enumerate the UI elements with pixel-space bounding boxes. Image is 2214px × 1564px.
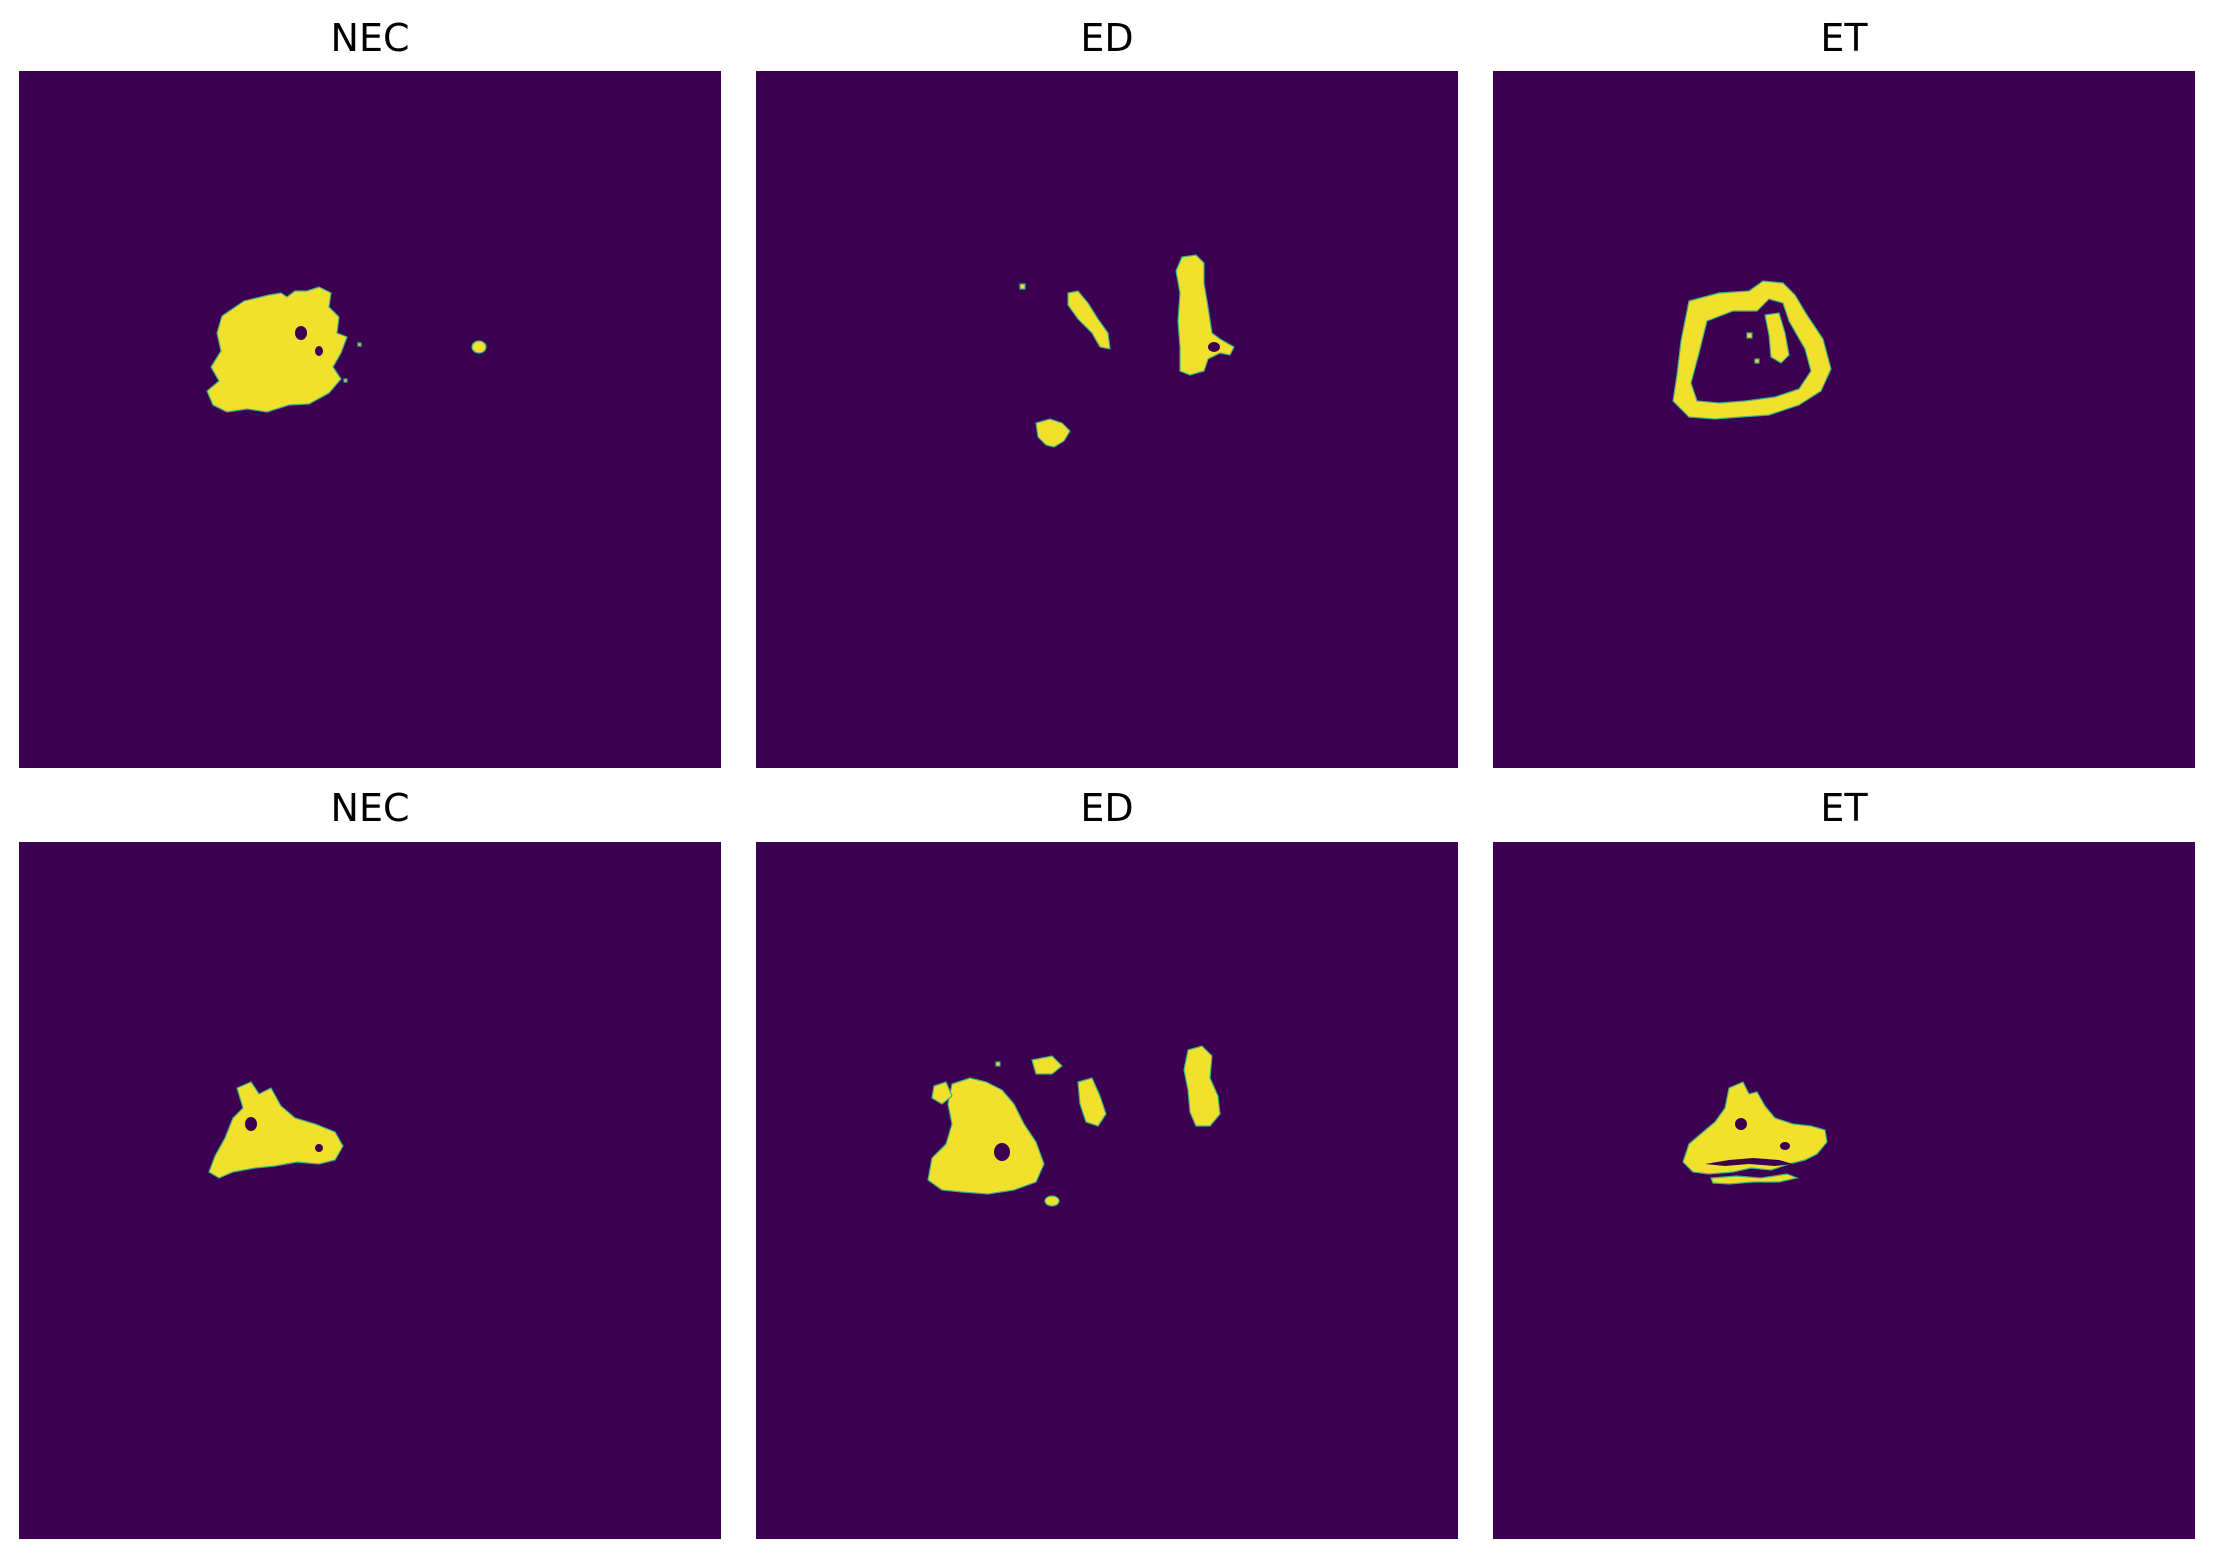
mask-panel-ed-bottom bbox=[756, 842, 1458, 1539]
mask-hole bbox=[1705, 1158, 1793, 1166]
panel-title-ed-bottom: ED bbox=[1080, 786, 1134, 830]
panel-title-et-top: ET bbox=[1820, 16, 1868, 60]
mask-region bbox=[208, 1081, 344, 1179]
mask-region bbox=[1754, 358, 1760, 364]
mask-panel-et-top bbox=[1493, 71, 2195, 768]
mask-region bbox=[343, 378, 348, 383]
mask-hole bbox=[1208, 342, 1220, 352]
mask-region bbox=[1067, 290, 1111, 350]
mask-hole bbox=[295, 326, 307, 340]
mask-region bbox=[1077, 1077, 1107, 1127]
mask-region bbox=[1035, 418, 1071, 448]
mask-region bbox=[1183, 1045, 1221, 1127]
mask-background bbox=[756, 71, 1458, 768]
mask-image-et-top bbox=[1493, 71, 2195, 768]
mask-panel-ed-top bbox=[756, 71, 1458, 768]
mask-panel-et-bottom bbox=[1493, 842, 2195, 1539]
mask-region bbox=[1682, 1081, 1828, 1175]
mask-region bbox=[471, 340, 487, 354]
mask-region bbox=[1764, 312, 1790, 364]
mask-background bbox=[756, 842, 1458, 1539]
mask-hole bbox=[1780, 1142, 1790, 1150]
mask-background bbox=[1493, 842, 2195, 1539]
mask-image-ed-top bbox=[756, 71, 1458, 768]
mask-background bbox=[1493, 71, 2195, 768]
mask-hole bbox=[1735, 1118, 1747, 1130]
mask-region bbox=[1175, 254, 1235, 376]
mask-region bbox=[995, 1061, 1001, 1067]
panel-title-nec-bottom: NEC bbox=[330, 786, 410, 830]
mask-region bbox=[1044, 1195, 1060, 1207]
mask-region bbox=[1031, 1055, 1063, 1075]
mask-region bbox=[931, 1081, 953, 1105]
mask-image-et-bottom bbox=[1493, 842, 2195, 1539]
mask-region bbox=[357, 342, 362, 347]
mask-region bbox=[206, 286, 348, 413]
mask-hole bbox=[315, 1144, 323, 1152]
mask-region bbox=[1019, 283, 1026, 290]
mask-hole bbox=[994, 1143, 1010, 1161]
panel-title-ed-top: ED bbox=[1080, 16, 1134, 60]
mask-background bbox=[19, 842, 721, 1539]
mask-image-nec-bottom bbox=[19, 842, 721, 1539]
mask-region bbox=[1746, 332, 1753, 339]
mask-region bbox=[1710, 1173, 1800, 1185]
mask-panel-nec-top bbox=[19, 71, 721, 768]
mask-image-nec-top bbox=[19, 71, 721, 768]
mask-region bbox=[1672, 280, 1832, 420]
panel-title-et-bottom: ET bbox=[1820, 786, 1868, 830]
mask-panel-nec-bottom bbox=[19, 842, 721, 1539]
panel-title-nec-top: NEC bbox=[330, 16, 410, 60]
mask-region bbox=[927, 1077, 1045, 1195]
mask-background bbox=[19, 71, 721, 768]
mask-hole bbox=[245, 1117, 257, 1131]
mask-hole bbox=[315, 346, 323, 356]
mask-image-ed-bottom bbox=[756, 842, 1458, 1539]
